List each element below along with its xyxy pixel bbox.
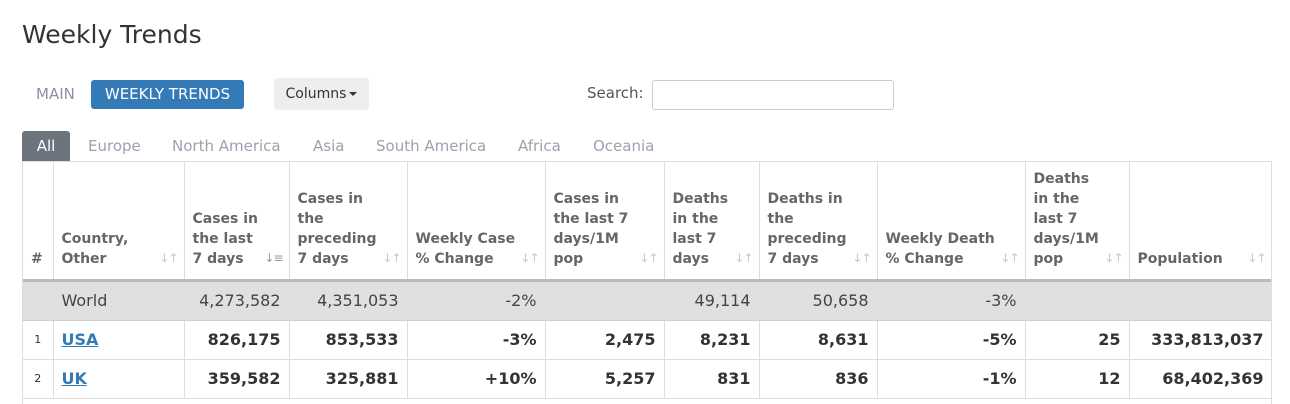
cell-deaths-1m bbox=[1025, 280, 1130, 321]
region-tab-south-america[interactable]: South America bbox=[376, 137, 487, 155]
cell-population: 333,813,037 bbox=[1129, 320, 1271, 360]
tab-weekly-trends[interactable]: WEEKLY TRENDS bbox=[91, 80, 244, 109]
sort-icon: ↓↑ bbox=[520, 250, 539, 265]
cell-deaths-prev: 50,658 bbox=[759, 280, 878, 321]
sort-icon: ↓↑ bbox=[852, 250, 871, 265]
cell-cases-7: 4,273,582 bbox=[184, 280, 290, 321]
header-population[interactable]: Population ↓↑ bbox=[1129, 162, 1271, 282]
cell-deaths-prev: 836 bbox=[759, 359, 878, 399]
header-cases-7-days[interactable]: Cases in the last 7 days ↓≡ bbox=[184, 162, 290, 282]
sort-icon: ↓↑ bbox=[382, 250, 401, 265]
search-input[interactable] bbox=[652, 80, 894, 110]
sort-descending-icon: ↓≡ bbox=[264, 250, 283, 265]
sort-icon: ↓↑ bbox=[159, 250, 178, 265]
cell-death-change: -5% bbox=[877, 320, 1026, 360]
cell-rank: 2 bbox=[23, 359, 54, 399]
cell-cases-prev: 325,881 bbox=[289, 359, 408, 399]
header-cases-per-1m-label: Cases in the last 7 days/1M pop bbox=[553, 190, 629, 267]
cell-death-change: -3% bbox=[877, 280, 1026, 321]
cell-deaths-1m: 12 bbox=[1025, 359, 1130, 399]
header-deaths-per-1m-label: Deaths in the last 7 days/1M pop bbox=[1033, 170, 1099, 267]
country-link-usa[interactable]: USA bbox=[61, 330, 99, 349]
cell-country: USA bbox=[53, 320, 185, 360]
header-population-label: Population bbox=[1137, 250, 1223, 267]
search-label: Search: bbox=[587, 84, 644, 102]
page-title: Weekly Trends bbox=[22, 20, 202, 49]
region-tab-asia[interactable]: Asia bbox=[313, 137, 345, 155]
cell-country: World bbox=[53, 280, 185, 321]
cell-deaths-7: 49,114 bbox=[664, 280, 760, 321]
header-cases-per-1m[interactable]: Cases in the last 7 days/1M pop ↓↑ bbox=[545, 162, 665, 282]
region-tab-north-america[interactable]: North America bbox=[172, 137, 281, 155]
columns-button-label: Columns bbox=[285, 86, 347, 102]
table-header-row: # Country, Other ↓↑ Cases in the last 7 d… bbox=[23, 162, 1271, 282]
sort-icon: ↓↑ bbox=[1104, 250, 1123, 265]
header-cases-7-days-label: Cases in the last 7 days bbox=[192, 210, 259, 267]
cell-deaths-7: 831 bbox=[664, 359, 760, 399]
cell-cases-prev: 853,533 bbox=[289, 320, 408, 360]
cell-population: 68,402,369 bbox=[1129, 359, 1271, 399]
cell-cases-prev: 4,351,053 bbox=[289, 280, 408, 321]
columns-button[interactable]: Columns bbox=[274, 78, 369, 110]
cell-rank: 1 bbox=[23, 320, 54, 360]
header-case-change-label: Weekly Case % Change bbox=[415, 230, 516, 267]
table-row: 2 UK 359,582 325,881 +10% 5,257 831 836 … bbox=[23, 359, 1271, 399]
header-cases-preceding[interactable]: Cases in the preceding 7 days ↓↑ bbox=[289, 162, 408, 282]
cell-case-change: -3% bbox=[407, 320, 546, 360]
sort-icon: ↓↑ bbox=[734, 250, 753, 265]
header-country-label: Country, Other bbox=[61, 230, 129, 267]
weekly-trends-table: # Country, Other ↓↑ Cases in the last 7 d… bbox=[22, 161, 1272, 404]
header-deaths-7-days[interactable]: Deaths in the last 7 days ↓↑ bbox=[664, 162, 760, 282]
world-row: World 4,273,582 4,351,053 -2% 49,114 50,… bbox=[23, 280, 1271, 321]
header-death-change-label: Weekly Death % Change bbox=[885, 230, 995, 267]
table-row: 1 USA 826,175 853,533 -3% 2,475 8,231 8,… bbox=[23, 320, 1271, 360]
caret-down-icon bbox=[349, 92, 358, 96]
cell-cases-1m: 2,475 bbox=[545, 320, 665, 360]
cell-country: UK bbox=[53, 359, 185, 399]
cell-deaths-1m: 25 bbox=[1025, 320, 1130, 360]
region-tab-europe[interactable]: Europe bbox=[88, 137, 141, 155]
region-tab-africa[interactable]: Africa bbox=[518, 137, 561, 155]
header-rank[interactable]: # bbox=[23, 162, 54, 282]
region-tab-oceania[interactable]: Oceania bbox=[593, 137, 655, 155]
cell-case-change: +10% bbox=[407, 359, 546, 399]
cell-rank bbox=[23, 280, 54, 321]
sort-icon: ↓↑ bbox=[1000, 250, 1019, 265]
header-deaths-preceding-label: Deaths in the preceding 7 days bbox=[767, 190, 847, 267]
tab-main[interactable]: MAIN bbox=[36, 85, 75, 103]
cell-cases-7: 826,175 bbox=[184, 320, 290, 360]
header-rank-label: # bbox=[31, 250, 43, 267]
cell-death-change: -1% bbox=[877, 359, 1026, 399]
cell-cases-1m bbox=[545, 280, 665, 321]
header-country[interactable]: Country, Other ↓↑ bbox=[53, 162, 185, 282]
cell-deaths-prev: 8,631 bbox=[759, 320, 878, 360]
sort-icon: ↓↑ bbox=[639, 250, 658, 265]
cell-deaths-7: 8,231 bbox=[664, 320, 760, 360]
cell-case-change: -2% bbox=[407, 280, 546, 321]
cell-cases-7: 359,582 bbox=[184, 359, 290, 399]
country-link-uk[interactable]: UK bbox=[61, 369, 87, 388]
region-tab-all[interactable]: All bbox=[22, 131, 70, 162]
header-death-change[interactable]: Weekly Death % Change ↓↑ bbox=[877, 162, 1026, 282]
cell-population bbox=[1129, 280, 1271, 321]
header-case-change[interactable]: Weekly Case % Change ↓↑ bbox=[407, 162, 546, 282]
sort-icon: ↓↑ bbox=[1247, 250, 1266, 265]
header-cases-preceding-label: Cases in the preceding 7 days bbox=[297, 190, 377, 267]
cell-cases-1m: 5,257 bbox=[545, 359, 665, 399]
header-deaths-per-1m[interactable]: Deaths in the last 7 days/1M pop ↓↑ bbox=[1025, 162, 1130, 282]
header-deaths-preceding[interactable]: Deaths in the preceding 7 days ↓↑ bbox=[759, 162, 878, 282]
header-deaths-7-days-label: Deaths in the last 7 days bbox=[672, 190, 729, 267]
